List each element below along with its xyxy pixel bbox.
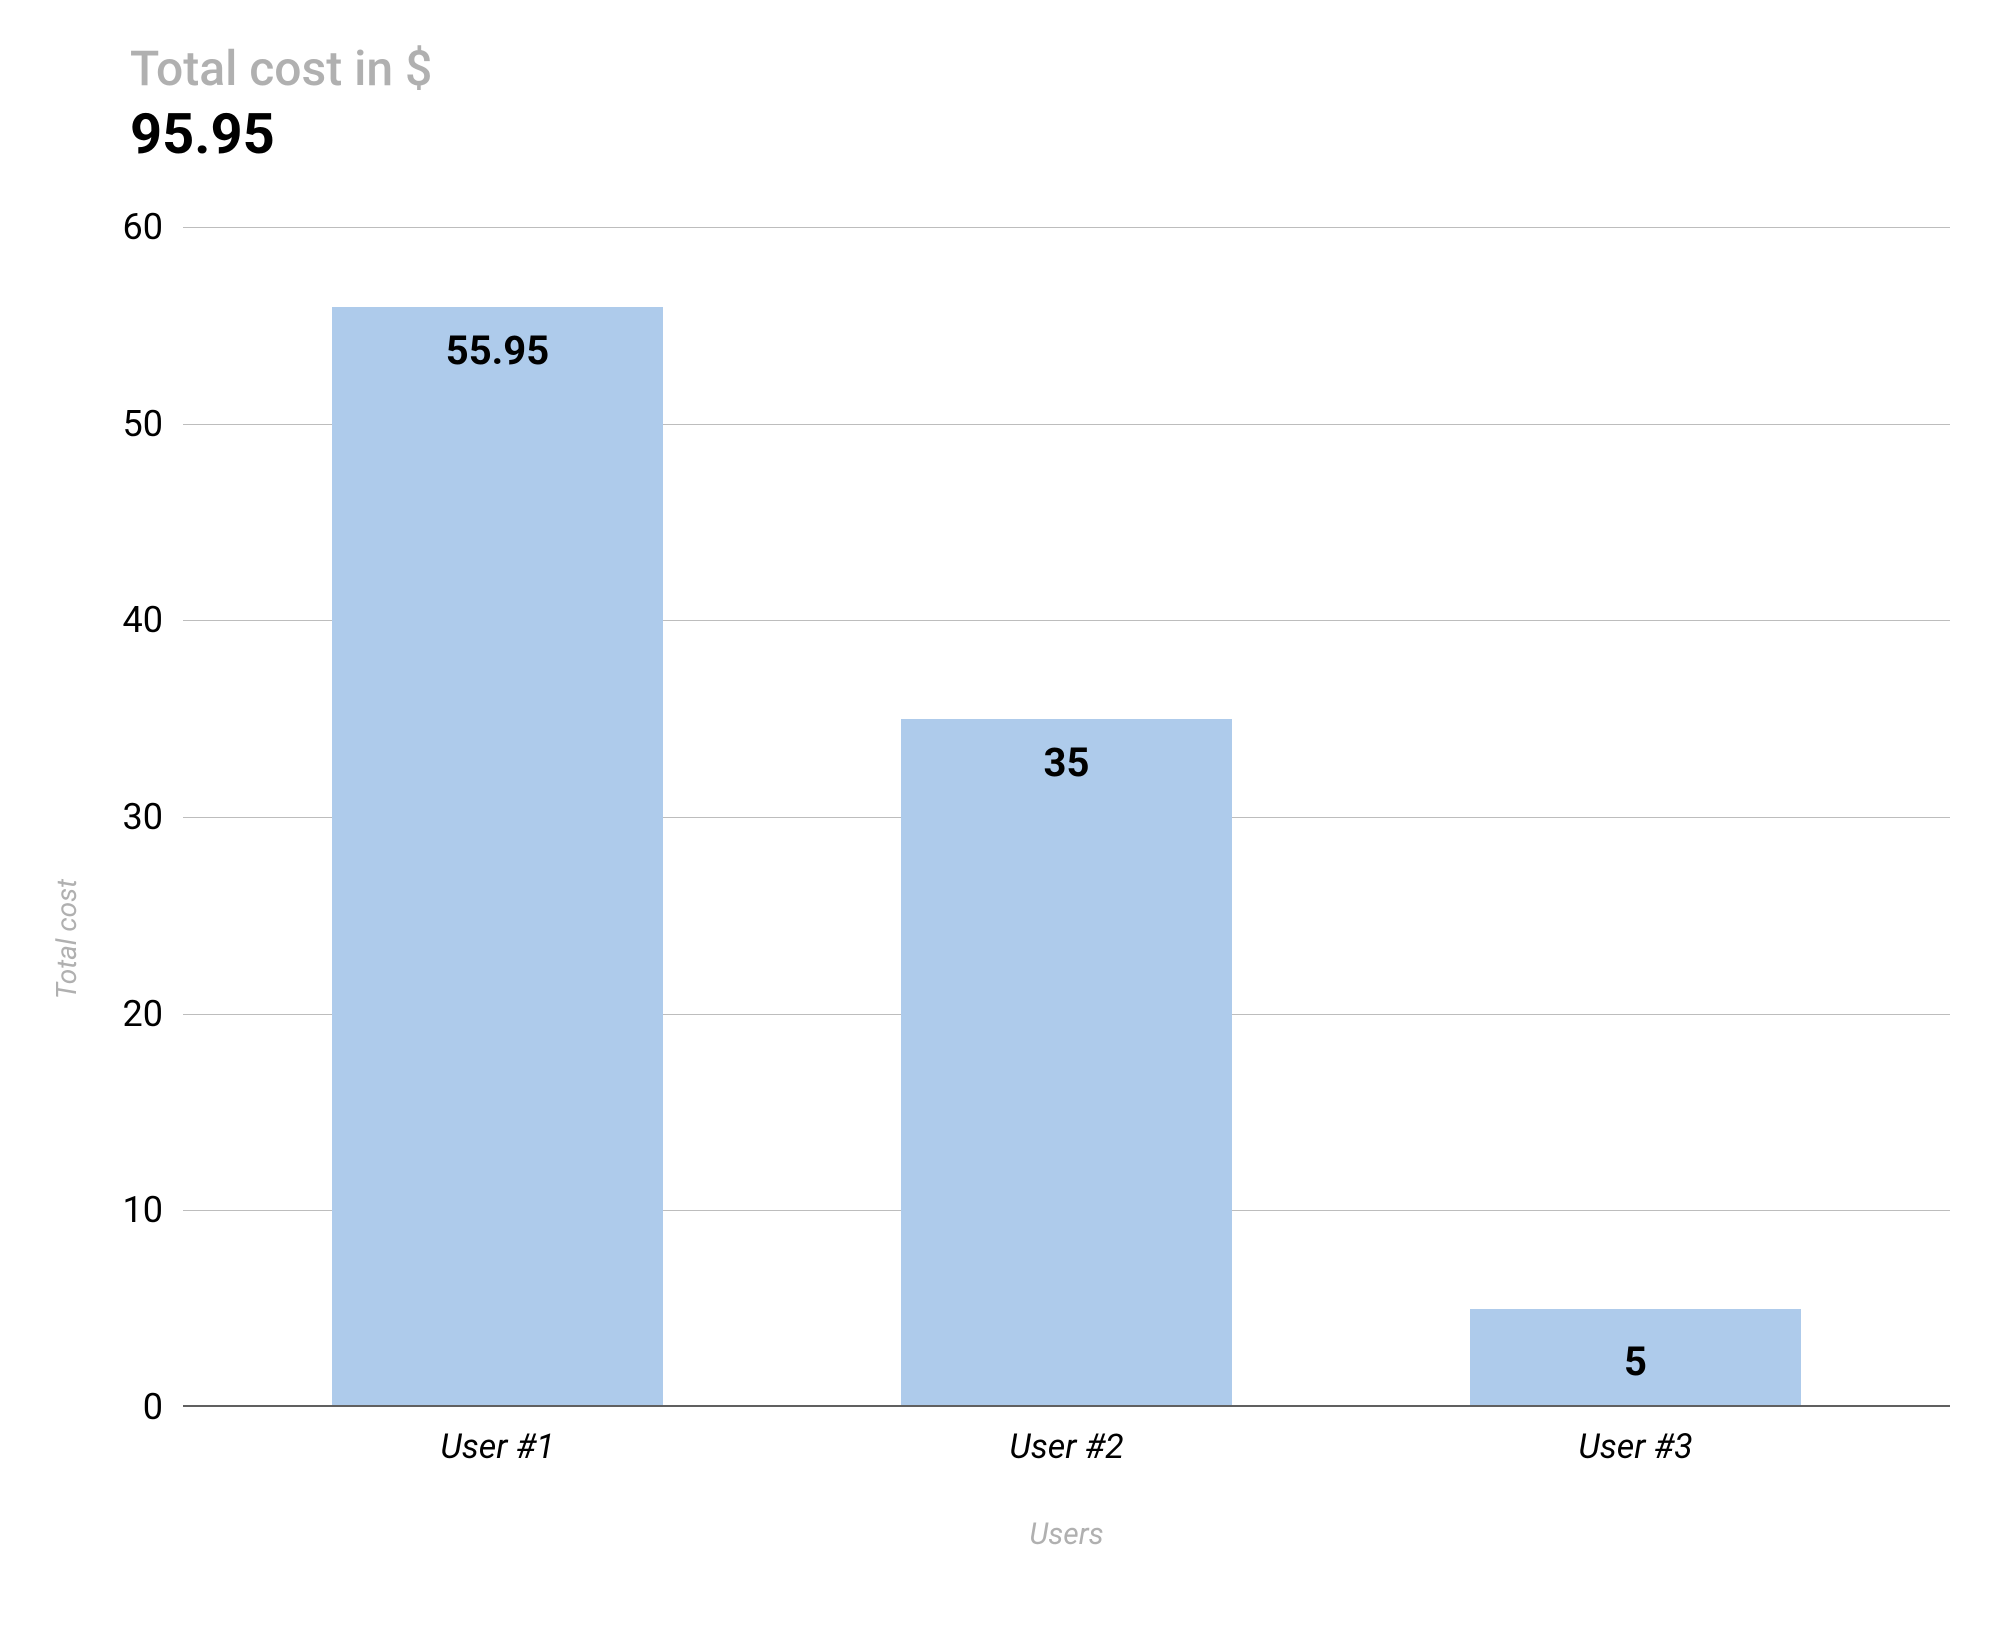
x-axis-label: Users	[183, 1517, 1950, 1552]
plot-area: 0102030405060 55.95355	[183, 227, 1950, 1407]
bar: 35	[901, 719, 1231, 1407]
chart-title: Total cost in $	[130, 40, 1950, 97]
bar: 5	[1470, 1309, 1800, 1407]
y-tick-label: 50	[123, 403, 163, 445]
bar-wrapper: 55.95	[213, 227, 782, 1407]
bar: 55.95	[332, 307, 662, 1407]
y-tick-label: 30	[123, 796, 163, 838]
y-tick-label: 10	[123, 1189, 163, 1231]
x-axis: User #1User #2User #3	[183, 1407, 1950, 1467]
chart-main: 0102030405060 55.95355 User #1User #2Use…	[103, 227, 1950, 1552]
chart-total-value: 95.95	[130, 101, 1950, 167]
x-tick-label: User #3	[1351, 1427, 1920, 1467]
x-tick-label: User #1	[213, 1427, 782, 1467]
bars-group: 55.95 35 5	[183, 227, 1950, 1407]
chart-body: Total cost 0102030405060 55.95355 User #…	[50, 227, 1950, 1552]
baseline	[183, 1405, 1950, 1407]
bar-wrapper: 35	[782, 227, 1351, 1407]
chart-container: Total cost in $ 95.95 Total cost 0 10 20 30…	[50, 40, 1950, 1552]
bar-wrapper: 5	[1351, 227, 1920, 1407]
y-tick-label: 60	[123, 206, 163, 248]
y-tick-label: 40	[123, 599, 163, 641]
bar-value-label: 55.95	[446, 327, 549, 374]
bar-value-label: 5	[1624, 1338, 1647, 1385]
y-axis-label: Total cost	[50, 779, 83, 999]
bar-value-label: 35	[1044, 739, 1090, 786]
x-tick-label: User #2	[782, 1427, 1351, 1467]
y-tick-label: 0	[143, 1386, 163, 1428]
y-tick-label: 20	[123, 993, 163, 1035]
